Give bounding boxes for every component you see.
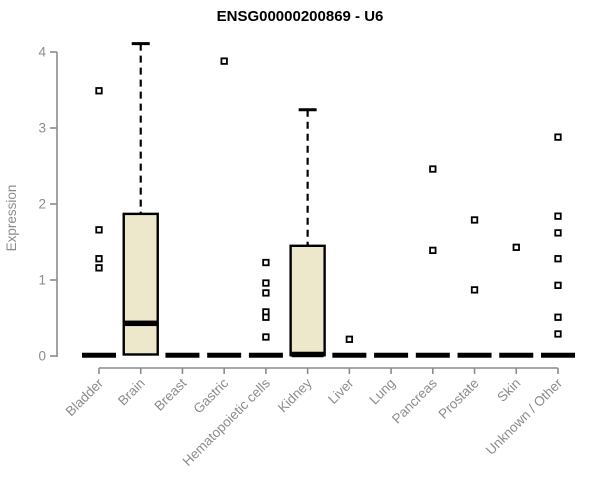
box-bladder [82, 87, 116, 358]
x-category-label: Brain [115, 376, 148, 409]
outlier-point [95, 264, 103, 272]
collapsed-box-bar [165, 352, 200, 358]
chart-title: ENSG00000200869 - U6 [216, 8, 384, 25]
y-axis: 0 1 2 3 4 [38, 45, 58, 364]
outlier-point [262, 279, 270, 287]
y-axis-title: Expression [4, 185, 19, 252]
x-category-label: Bladder [63, 375, 107, 419]
collapsed-box-bar [332, 352, 367, 358]
y-tick-label: 2 [38, 197, 46, 212]
y-tick-label: 0 [38, 349, 46, 364]
outlier-point [95, 226, 103, 234]
y-tick-label: 3 [38, 121, 46, 136]
collapsed-box-bar [374, 352, 409, 358]
outlier-point [95, 255, 103, 263]
collapsed-box-bar [415, 352, 450, 358]
collapsed-box-bar [207, 352, 242, 358]
box-liver [332, 335, 367, 358]
outlier-point [470, 286, 479, 294]
y-tick-label: 4 [38, 45, 46, 60]
x-category-label: Skin [494, 376, 523, 405]
boxes [82, 42, 575, 358]
box-breast [165, 352, 200, 358]
x-category-label: Liver [325, 375, 357, 407]
box-lung [374, 352, 409, 358]
outlier-point [220, 57, 228, 65]
outlier-point [512, 243, 520, 251]
box-gastric [207, 57, 242, 358]
x-category-label: Lung [366, 376, 398, 408]
y-tick-label: 1 [38, 273, 46, 288]
box-skin [499, 243, 534, 358]
outlier-point [554, 313, 562, 321]
x-category-label: Prostate [436, 376, 482, 422]
x-category-label: Breast [151, 375, 189, 413]
box-hematopoietic-cells [248, 258, 283, 358]
median-line [291, 351, 324, 358]
box-kidney [289, 108, 326, 358]
x-category-label: Pancreas [389, 375, 440, 426]
x-category-label: Kidney [275, 375, 315, 415]
outlier-point [262, 313, 270, 321]
collapsed-box-bar [540, 352, 575, 358]
outlier-point [554, 229, 562, 237]
box-prostate [457, 216, 492, 358]
collapsed-box-bar [248, 352, 283, 358]
box-brain [122, 42, 159, 356]
outlier-point [95, 87, 103, 95]
median-line [124, 320, 157, 327]
outlier-point [429, 246, 437, 255]
outlier-point [554, 330, 562, 338]
outlier-point [554, 133, 562, 141]
outlier-point [554, 212, 562, 220]
collapsed-box-bar [82, 352, 116, 358]
box-rect [289, 244, 326, 357]
outlier-point [345, 335, 354, 343]
box-rect [122, 212, 159, 356]
x-category-label: Gastric [190, 375, 231, 416]
box-pancreas [415, 165, 450, 358]
outlier-point [262, 333, 270, 341]
outlier-point [554, 281, 562, 289]
outlier-point [470, 216, 479, 224]
outlier-point [554, 255, 562, 263]
outlier-point [429, 165, 437, 173]
x-category-label: Unknown / Other [483, 375, 566, 458]
collapsed-box-bar [499, 352, 534, 358]
collapsed-box-bar [457, 352, 492, 358]
outlier-point [262, 258, 270, 267]
outlier-point [262, 289, 270, 297]
box-unknown-other [540, 133, 575, 358]
